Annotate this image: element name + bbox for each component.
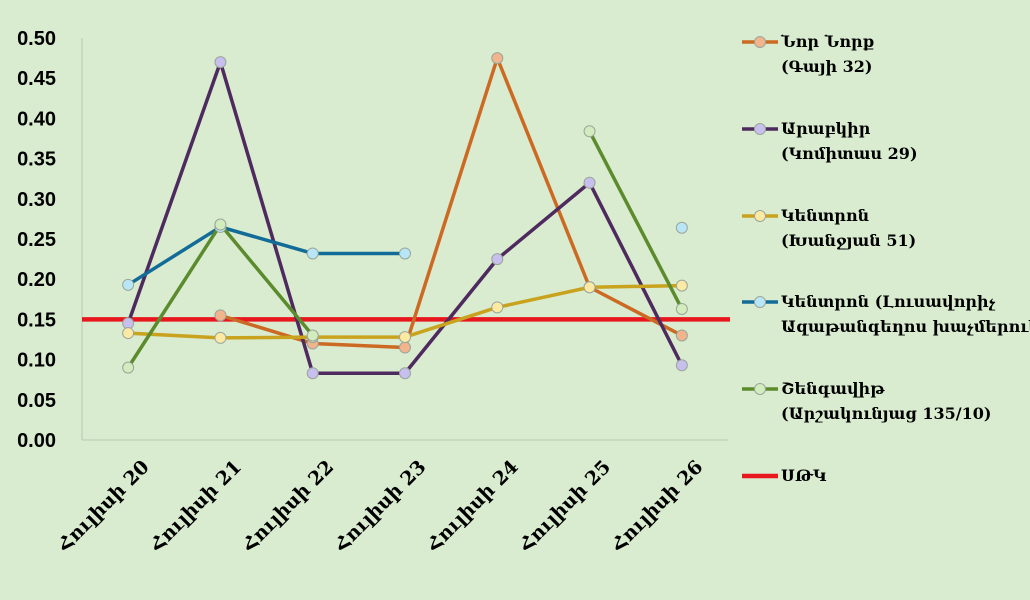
legend-swatch-marker (754, 383, 766, 395)
y-tick-label: 0.25 (17, 229, 56, 251)
data-point (214, 331, 227, 344)
data-point (122, 327, 135, 340)
legend-label: Կենտրոն (781, 206, 869, 225)
legend-label-detail: (Արշակունյաց 135/10) (781, 404, 991, 423)
data-point (675, 359, 688, 372)
y-tick-label: 0.40 (17, 108, 56, 130)
x-tick-label: Հուլիսի 23 (330, 456, 431, 557)
data-point (491, 253, 504, 266)
series-line (218, 56, 684, 350)
data-point (399, 367, 411, 380)
legend-label: ՍԹԿ (781, 466, 827, 485)
y-tick-label: 0.45 (17, 68, 56, 90)
series-lines (126, 56, 684, 376)
legend-label-detail: (Գայի 32) (781, 57, 872, 76)
data-point (399, 247, 411, 260)
legend-label: Կենտրոն (Լուսավորիչ (781, 292, 996, 311)
data-point (306, 367, 319, 380)
axes: 0.00 0.05 0.10 0.15 0.20 0.25 0.30 0.35 0.40 0.45… (17, 28, 728, 557)
data-point (675, 302, 688, 315)
data-point (306, 329, 319, 342)
legend-label: Արաբկիր (781, 119, 871, 138)
data-point (122, 361, 135, 374)
legend-label-detail: (Խանջյան 51) (781, 231, 916, 250)
legend-swatch-marker (754, 296, 766, 308)
x-tick-label: Հուլիսի 21 (145, 456, 246, 557)
x-tick-label: Հուլիսի 20 (53, 456, 154, 557)
y-tick-label: 0.15 (17, 309, 56, 331)
legend-label: Նոր Նորք (780, 32, 874, 51)
data-point (583, 176, 596, 189)
x-tick-label: Հուլիսի 24 (422, 456, 523, 557)
y-tick-label: 0.05 (17, 390, 56, 412)
data-point (122, 278, 135, 291)
data-point (399, 331, 411, 344)
legend-label: Շենգավիթ (781, 379, 885, 398)
data-point (583, 281, 596, 294)
data-point (491, 52, 504, 65)
legend-label-detail: Ազաթանգեղոս խաչմերուկ) (781, 317, 1030, 336)
legend-label-detail: (Կոմիտաս 29) (781, 144, 918, 163)
series-line (126, 225, 407, 287)
data-point (214, 218, 227, 231)
y-tick-label: 0.20 (17, 269, 56, 291)
data-point (306, 247, 319, 260)
data-point (675, 221, 688, 234)
data-point (214, 56, 227, 69)
legend-swatch-marker (754, 210, 766, 222)
legend-swatch-marker (754, 36, 766, 48)
x-tick-label: Հուլիսի 22 (238, 456, 339, 557)
series-markers (122, 52, 688, 380)
y-tick-label: 0.10 (17, 350, 56, 372)
legend-swatch-marker (754, 123, 766, 135)
series-line (587, 129, 684, 311)
y-tick-label: 0.35 (17, 149, 56, 171)
x-tick-label: Հուլիսի 25 (514, 456, 615, 557)
data-point (214, 309, 227, 322)
data-point (583, 125, 596, 138)
y-tick-label: 0.30 (17, 189, 56, 211)
data-point (675, 329, 688, 342)
data-point (675, 279, 688, 292)
x-tick-label: Հուլիսի 26 (607, 456, 708, 557)
y-tick-label: 0.50 (17, 28, 56, 50)
series-line (126, 60, 684, 376)
data-point (491, 301, 504, 314)
legend: Նոր Նորք (Գայի 32) Արաբկիր (Կոմիտաս 29) Կենտ… (742, 32, 1030, 485)
y-tick-label: 0.00 (17, 430, 56, 452)
data-point (399, 341, 411, 354)
